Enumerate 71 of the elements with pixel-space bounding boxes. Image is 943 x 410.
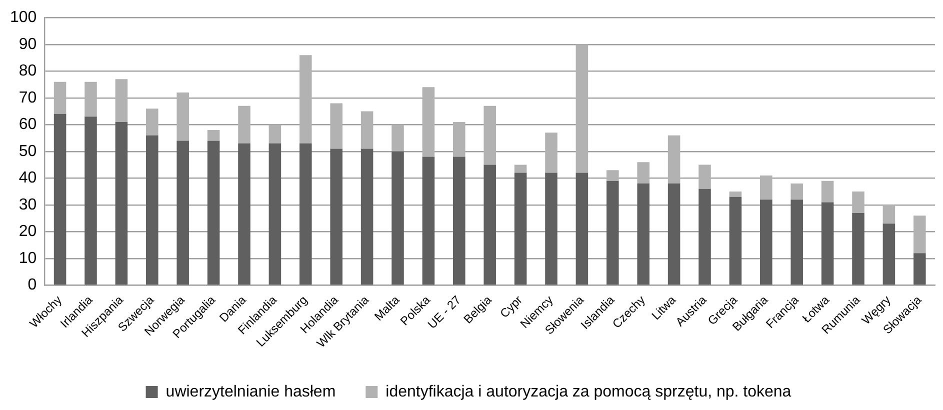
bar [852, 192, 864, 213]
y-tick-label: 80 [18, 62, 37, 80]
bar [115, 79, 128, 122]
bar [84, 82, 97, 117]
y-tick-label: 50 [18, 142, 37, 160]
bar [300, 55, 312, 144]
bar [760, 175, 772, 200]
bar [330, 103, 342, 149]
bar [453, 156, 466, 285]
bar [238, 106, 250, 144]
bar [668, 184, 680, 285]
bar [146, 135, 158, 285]
bar [576, 172, 588, 285]
bar [698, 164, 711, 189]
bar [914, 216, 926, 254]
bar [790, 184, 803, 200]
bar [545, 132, 558, 173]
bar [115, 122, 128, 285]
bar [729, 196, 742, 285]
y-tick-label: 0 [28, 276, 37, 294]
bar [422, 156, 435, 285]
y-tick-label: 100 [10, 9, 37, 26]
bar [576, 44, 588, 173]
bar [238, 143, 250, 285]
bar [760, 200, 772, 285]
y-tick-label: 20 [18, 223, 37, 240]
bar [821, 180, 834, 202]
bar [268, 124, 282, 144]
y-tick-label: 70 [18, 89, 37, 106]
bar [606, 170, 619, 181]
bar [176, 92, 189, 141]
bar [637, 162, 650, 184]
bar [821, 202, 834, 285]
bar [207, 130, 220, 141]
bar [84, 116, 97, 285]
y-tick-label: 40 [18, 170, 37, 187]
bar [330, 148, 342, 285]
legend-label: identyfikacja i autoryzacja za pomocą sprzętu, np. tokena [386, 383, 792, 400]
bar [514, 164, 527, 173]
bar [852, 212, 864, 285]
bar [484, 106, 496, 165]
bar [637, 184, 650, 285]
bar [882, 204, 896, 224]
bar [54, 82, 66, 114]
bar [729, 192, 742, 197]
bar [668, 135, 680, 184]
y-tick-label: 10 [18, 250, 37, 267]
bar [914, 253, 926, 285]
bar [392, 124, 404, 152]
bar [698, 188, 711, 285]
bar [268, 143, 282, 285]
bar [207, 140, 220, 285]
y-tick-label: 90 [18, 36, 37, 53]
bar [146, 108, 158, 136]
bar [545, 172, 558, 285]
bar [422, 87, 435, 157]
legend-label: uwierzytelnianie hasłem [166, 383, 336, 400]
bar [176, 140, 189, 285]
bar [453, 122, 466, 157]
bar [484, 164, 496, 285]
bar [360, 148, 374, 285]
bar [392, 151, 404, 285]
bar [606, 180, 619, 285]
bar [790, 200, 803, 285]
bar [300, 143, 312, 285]
y-tick-label: 60 [18, 116, 37, 134]
bar [360, 111, 374, 149]
y-tick-label: 30 [18, 196, 37, 214]
bar [54, 114, 66, 285]
bar [514, 172, 527, 285]
bar [882, 224, 896, 285]
